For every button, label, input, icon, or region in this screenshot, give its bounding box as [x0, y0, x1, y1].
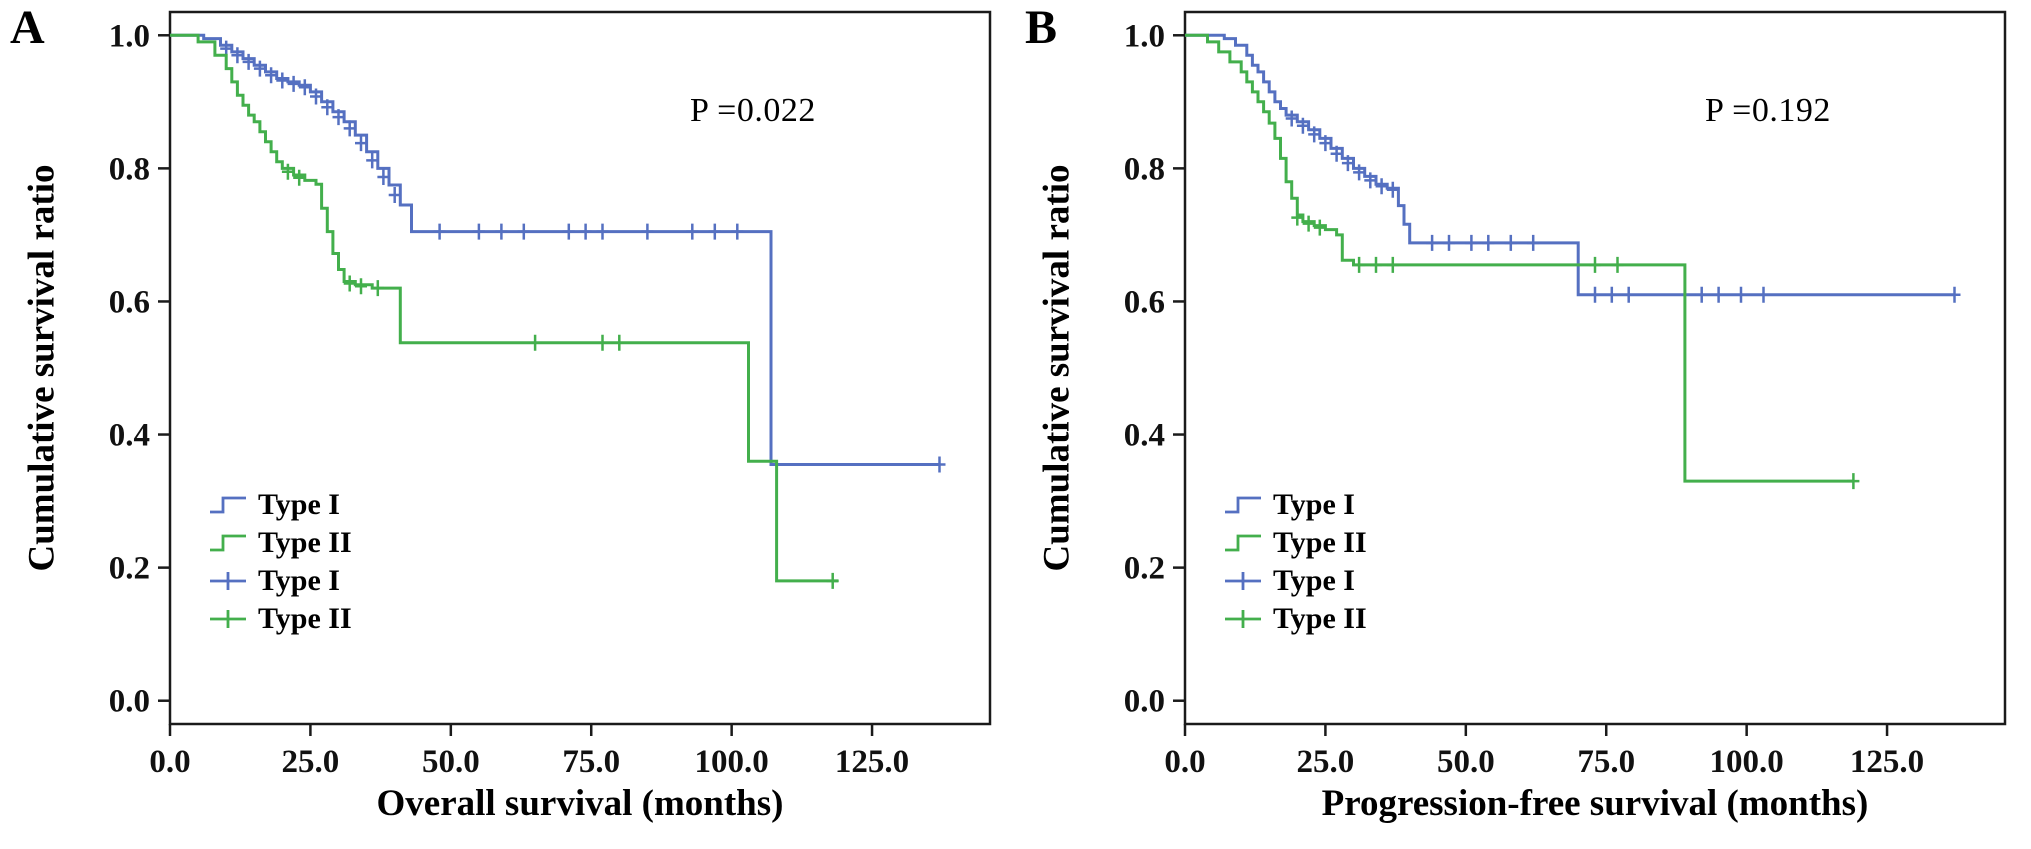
censor-marks-type-i: [1285, 110, 1961, 303]
y-tick-label: 0.4: [109, 418, 150, 454]
legend-line-glyph: [1225, 534, 1261, 552]
legend-label: Type II: [1273, 526, 1367, 559]
x-tick-label: 0.0: [1164, 744, 1205, 780]
x-tick-label: 50.0: [422, 744, 480, 780]
legend-censor-glyph: [210, 610, 246, 628]
legend-item-type2-line: Type II: [1223, 524, 1367, 562]
legend-item-type1-censor: Type I: [208, 562, 352, 600]
panel-label-b: B: [1025, 1, 1058, 54]
legend-item-type2-censor: Type II: [208, 600, 352, 638]
panel-a: 0.0 25.0 50.0 75.0 100.0 125.0 0.0 0.2 0.4 0.6 0.8…: [0, 0, 1015, 849]
x-tick-label: 75.0: [1577, 744, 1635, 780]
legend-label: Type II: [258, 602, 352, 635]
legend-censor-mark-icon: [210, 572, 246, 590]
x-tick-label: 100.0: [695, 744, 769, 780]
x-axis-label-b: Progression-free survival (months): [1321, 783, 1869, 824]
legend-censor-glyph: [1225, 572, 1261, 590]
legend-step-line-icon: [210, 496, 246, 514]
legend-item-type1-line: Type I: [208, 486, 352, 524]
x-axis-label-a: Overall survival (months): [376, 783, 784, 824]
legend-censor-mark-icon: [1225, 572, 1261, 590]
y-axis-label-b: Cumulative survival ratio: [1036, 164, 1078, 572]
legend-censor-glyph: [1225, 610, 1261, 628]
legend-label: Type II: [258, 526, 352, 559]
y-tick-label: 1.0: [109, 18, 150, 54]
y-tick-label: 0.6: [1124, 284, 1165, 320]
legend-a: Type I Type II Type I Type II: [208, 486, 352, 638]
x-tick-label: 75.0: [562, 744, 620, 780]
censor-marks-type-ii: [281, 163, 839, 589]
legend-censor-mark-icon: [1225, 610, 1261, 628]
censor-marks-type-ii: [1291, 209, 1860, 490]
y-tick-label: 1.0: [1124, 18, 1165, 54]
progression-free-survival-plot: 0.0 25.0 50.0 75.0 100.0 125.0 0.0 0.2 0.4 0.6 0.8…: [1124, 10, 2007, 780]
legend-line-glyph: [1225, 496, 1261, 514]
legend-item-type2-line: Type II: [208, 524, 352, 562]
y-tick-label: 0.2: [1124, 551, 1165, 587]
legend-item-type1-censor: Type I: [1223, 562, 1367, 600]
legend-censor-mark-icon: [210, 610, 246, 628]
x-tick-label: 125.0: [835, 744, 909, 780]
legend-label: Type I: [258, 564, 340, 597]
legend-line-glyph: [210, 534, 246, 552]
legend-label: Type I: [1273, 564, 1355, 597]
legend-step-line-icon: [1225, 534, 1261, 552]
y-tick-label: 0.2: [109, 551, 150, 587]
x-tick-label: 25.0: [282, 744, 340, 780]
y-tick-label: 0.6: [109, 284, 150, 320]
legend-line-glyph: [210, 496, 246, 514]
p-value-a: P =0.022: [690, 92, 816, 129]
plot-frame: [1183, 10, 2007, 726]
y-tick-label: 0.8: [1124, 151, 1165, 187]
y-tick-label: 0.4: [1124, 418, 1165, 454]
legend-label: Type II: [1273, 602, 1367, 635]
legend-step-line-icon: [210, 534, 246, 552]
x-tick-label: 125.0: [1850, 744, 1924, 780]
p-value-b: P =0.192: [1705, 92, 1831, 129]
panel-label-a: A: [10, 1, 45, 54]
legend-b: Type I Type II Type I Type II: [1223, 486, 1367, 638]
legend-item-type2-censor: Type II: [1223, 600, 1367, 638]
legend-censor-glyph: [210, 572, 246, 590]
y-axis-label-a: Cumulative survival ratio: [21, 164, 63, 572]
y-tick-label: 0.8: [109, 151, 150, 187]
censor-marks-type-i: [220, 40, 946, 473]
plot-frame: [168, 10, 992, 726]
km-curve-type-ii: [1185, 33, 1854, 483]
x-tick-label: 100.0: [1710, 744, 1784, 780]
legend-label: Type I: [258, 488, 340, 521]
overall-survival-plot: 0.0 25.0 50.0 75.0 100.0 125.0 0.0 0.2 0.4 0.6 0.8…: [109, 10, 992, 780]
y-tick-label: 0.0: [109, 684, 150, 720]
panel-b: 0.0 25.0 50.0 75.0 100.0 125.0 0.0 0.2 0.4 0.6 0.8…: [1015, 0, 2030, 849]
legend-item-type1-line: Type I: [1223, 486, 1367, 524]
x-tick-label: 0.0: [149, 744, 190, 780]
legend-label: Type I: [1273, 488, 1355, 521]
x-tick-label: 25.0: [1297, 744, 1355, 780]
x-tick-label: 50.0: [1437, 744, 1495, 780]
y-tick-label: 0.0: [1124, 684, 1165, 720]
legend-step-line-icon: [1225, 496, 1261, 514]
